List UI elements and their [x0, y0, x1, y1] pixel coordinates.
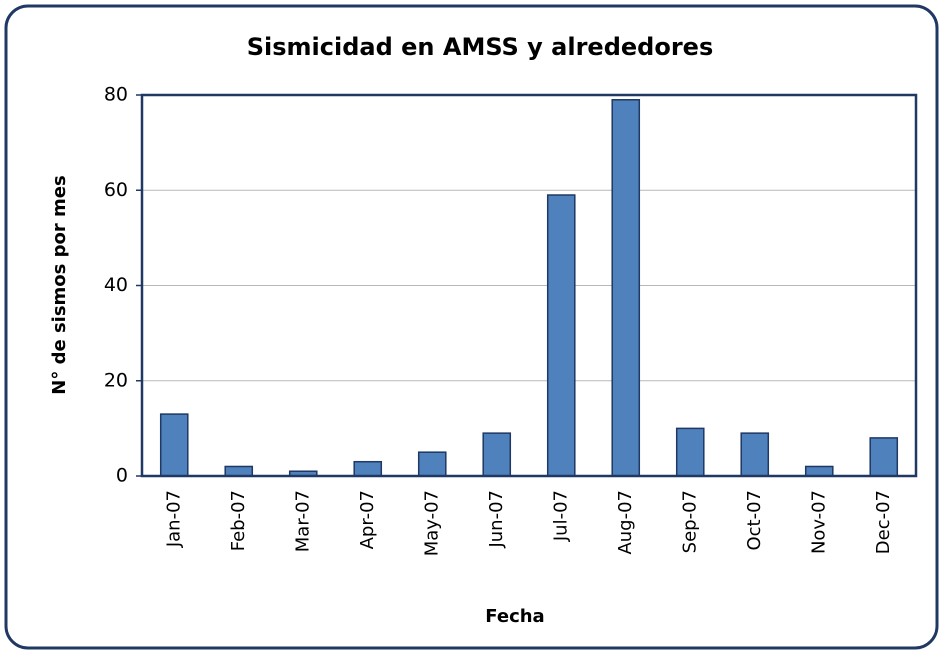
x-tick-label: Sep-07 [679, 490, 700, 553]
bar [353, 460, 383, 477]
y-tick-label: 80 [104, 84, 128, 106]
y-axis-title: N° de sismos por mes [49, 175, 70, 394]
y-tick-label: 60 [104, 179, 128, 201]
x-axis-title: Fecha [485, 606, 544, 627]
bar [740, 432, 770, 477]
x-tick-label: Jul-07 [550, 490, 571, 542]
x-tick-label: Apr-07 [357, 490, 378, 549]
bar [675, 427, 705, 477]
y-tick-label: 20 [104, 369, 128, 391]
bar [482, 432, 512, 477]
bar [224, 465, 254, 477]
x-tick-label: Aug-07 [615, 490, 636, 555]
x-tick-label: Oct-07 [744, 490, 765, 551]
x-tick-label: Feb-07 [228, 490, 249, 551]
x-tick-label: Dec-07 [873, 490, 894, 554]
x-tick-label: Mar-07 [292, 490, 313, 552]
bar [869, 437, 899, 477]
chart-title: Sismicidad en AMSS y alrededores [247, 33, 713, 61]
y-tick-label: 0 [116, 465, 128, 487]
x-tick-label: Jun-07 [486, 490, 507, 549]
bar [804, 465, 834, 477]
bar [159, 413, 189, 477]
x-tick-label: Jan-07 [163, 490, 184, 548]
plot-border [140, 93, 918, 478]
y-tick-label: 40 [104, 274, 128, 296]
bar [546, 194, 576, 477]
bar [417, 451, 447, 477]
x-tick-label: Nov-07 [808, 490, 829, 554]
chart-frame [4, 4, 939, 650]
x-tick-label: May-07 [421, 490, 442, 556]
bar [611, 99, 641, 477]
